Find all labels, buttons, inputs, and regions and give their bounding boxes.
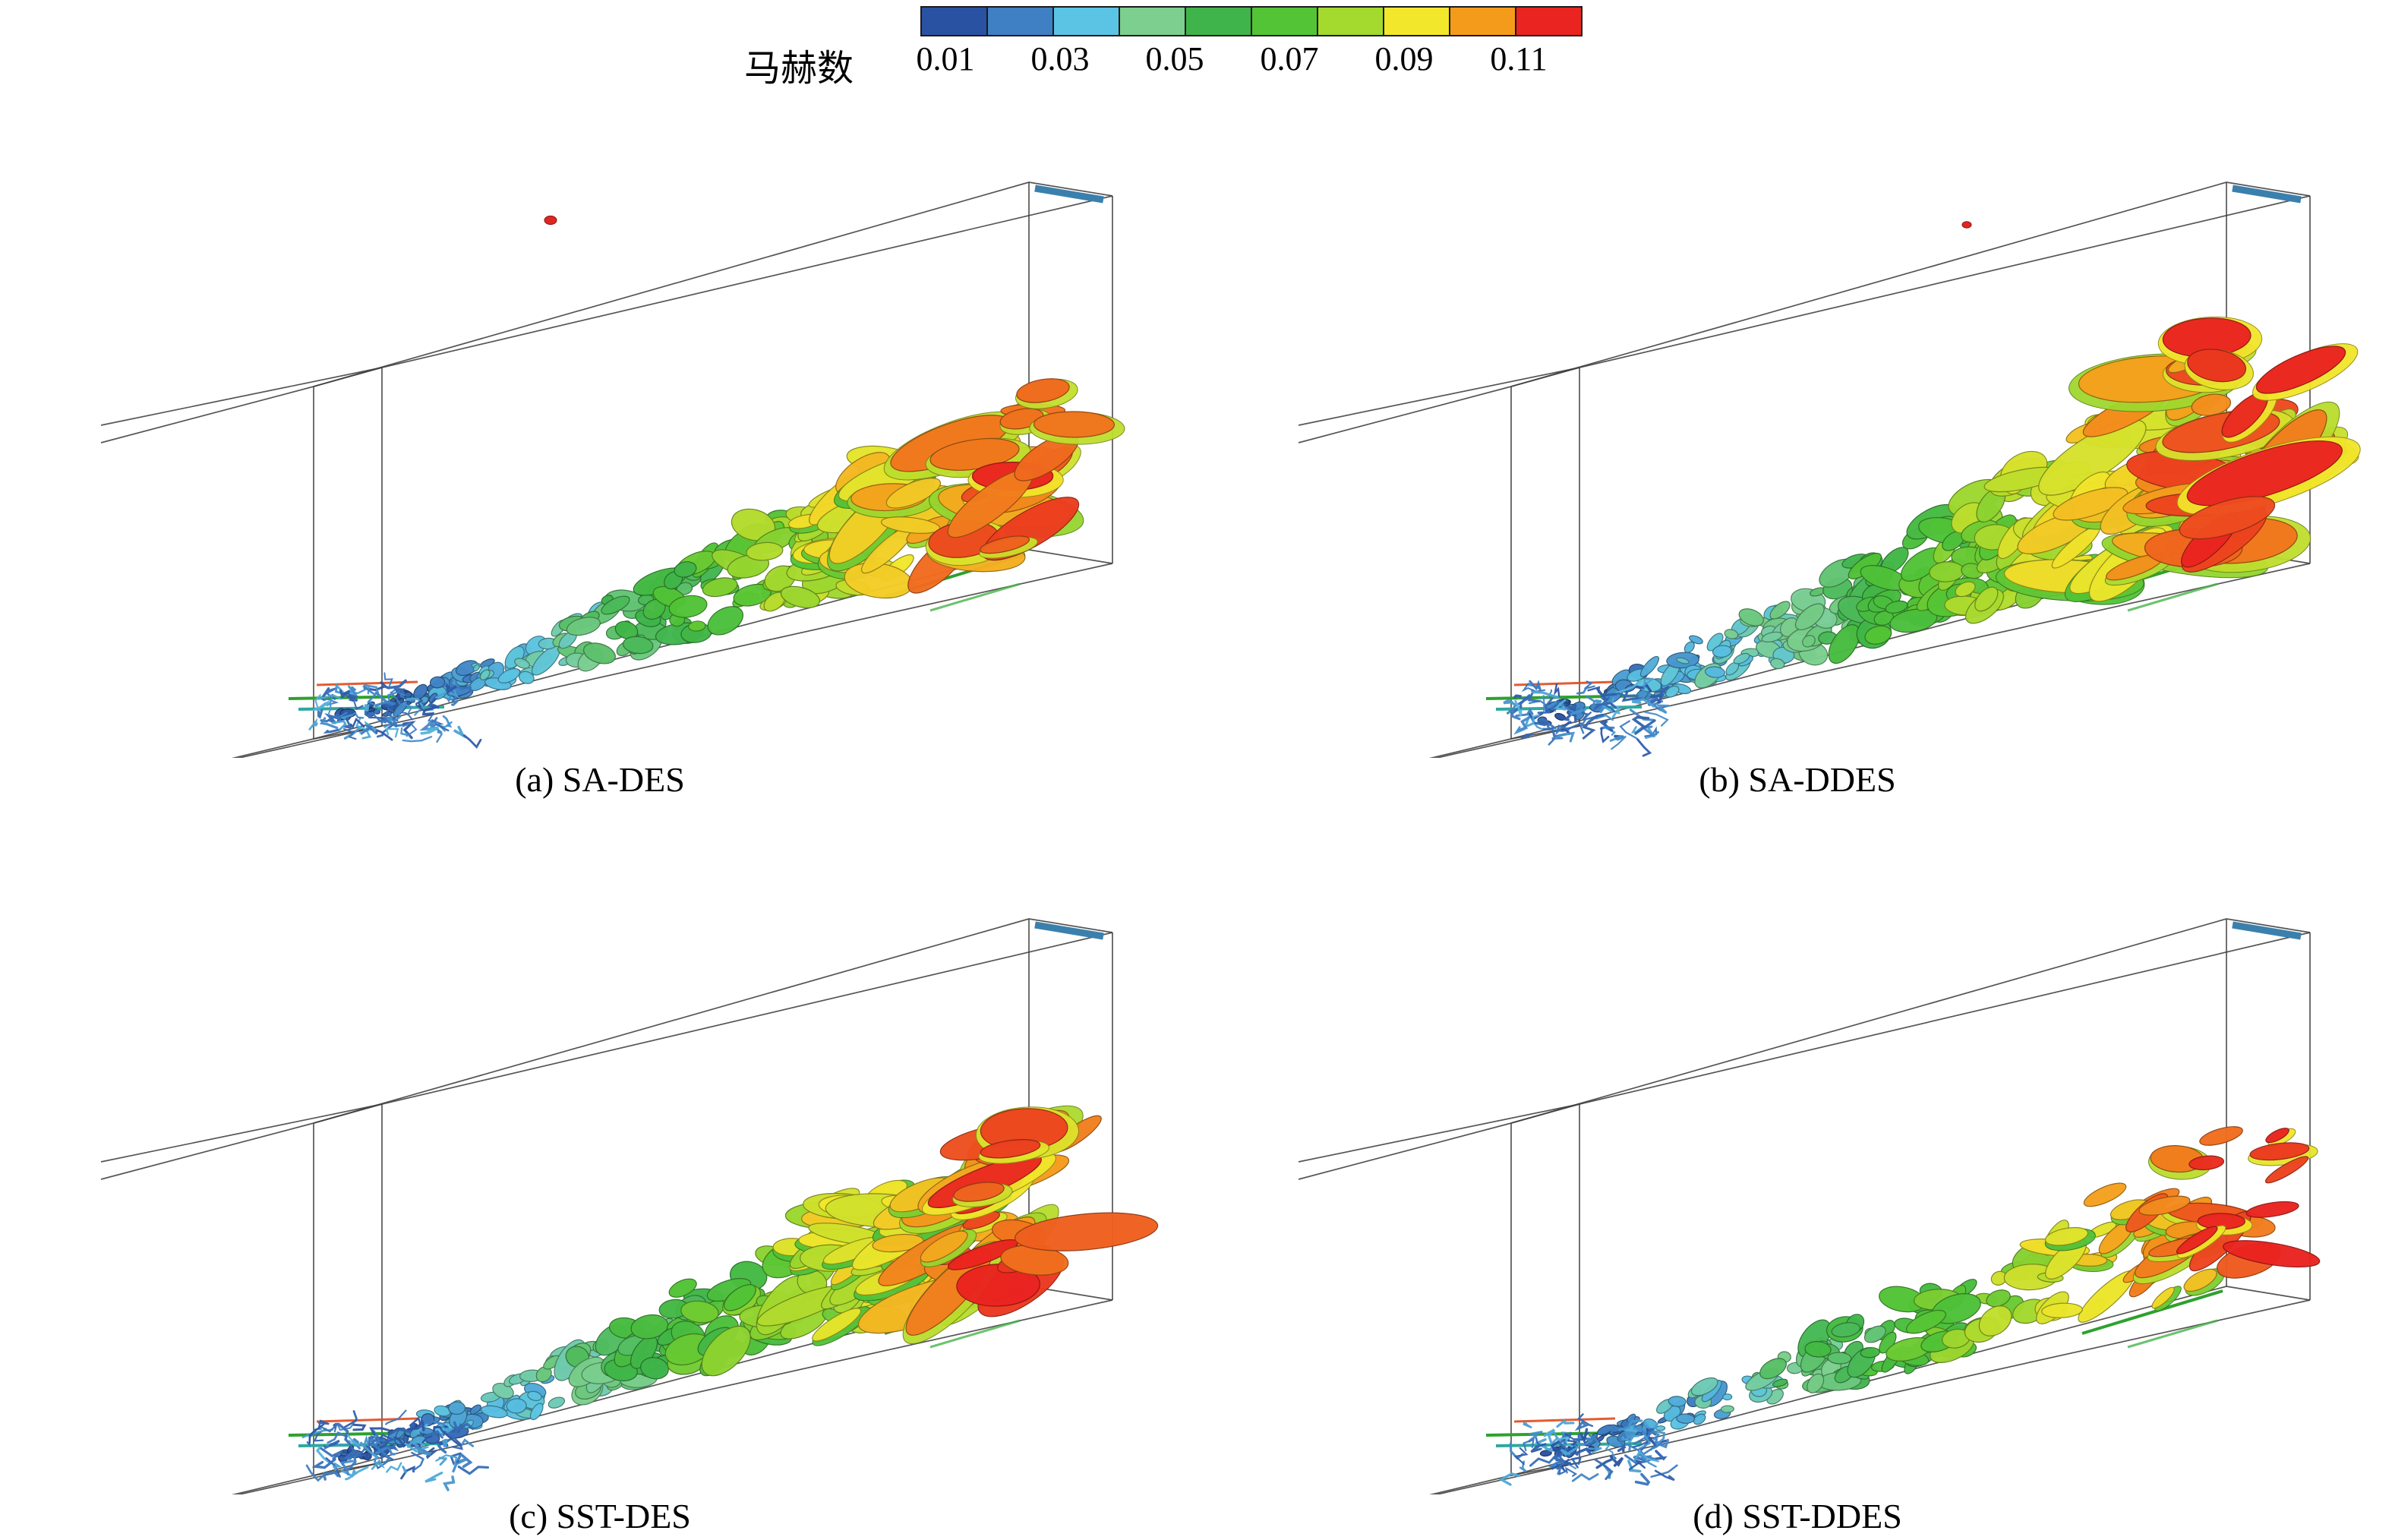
- mach-tick-marker: [2232, 185, 2302, 204]
- inlet-turbulence: [301, 1409, 490, 1491]
- inlet-turbulence: [1503, 677, 1670, 757]
- inlet-turbulence: [1498, 1413, 1678, 1486]
- vortex-scene-c: [34, 834, 1166, 1494]
- colorbar-segment: [1318, 8, 1384, 35]
- panel-sst-ddes: (d) SST-DDES: [1232, 834, 2363, 1536]
- vortex-scene-b: [1232, 97, 2363, 758]
- colorbar-segment: [1252, 8, 1318, 35]
- vortex-structures: [338, 1105, 1159, 1463]
- panel-caption-b: (b) SA-DDES: [1699, 760, 1896, 799]
- shear-sheet-lines: [2081, 1289, 2223, 1349]
- vortex-structures: [1539, 1126, 2321, 1459]
- colorbar: [920, 6, 1583, 36]
- colorbar-tick: 0.01: [916, 40, 975, 77]
- inlet-turbulence: [308, 672, 482, 749]
- panel-caption-a: (a) SA-DES: [515, 760, 685, 799]
- panel-sa-des: (a) SA-DES: [34, 97, 1166, 800]
- detached-vortex-speck: [544, 215, 557, 226]
- colorbar-segment: [1516, 8, 1581, 35]
- vortex-structures: [334, 215, 1125, 723]
- panel-sst-des: (c) SST-DES: [34, 834, 1166, 1536]
- colorbar-segment: [988, 8, 1054, 35]
- vortex-structures: [1537, 221, 2361, 726]
- mach-tick-marker: [1034, 185, 1104, 204]
- panel-caption-c: (c) SST-DES: [509, 1497, 691, 1535]
- colorbar-tick: 0.03: [1030, 40, 1090, 77]
- colorbar-ticks: 0.01 0.03 0.05 0.07 0.09 0.11: [916, 39, 1583, 79]
- colorbar-segment: [1120, 8, 1186, 35]
- mach-tick-marker: [1034, 921, 1104, 940]
- colorbar-tick: 0.07: [1260, 40, 1319, 77]
- colorbar-tick: 0.11: [1490, 40, 1548, 77]
- colorbar-segment: [922, 8, 988, 35]
- colorbar-segment: [1054, 8, 1120, 35]
- panel-sa-ddes: (b) SA-DDES: [1232, 97, 2363, 800]
- colorbar-tick: 0.09: [1374, 40, 1434, 77]
- detached-vortex-speck: [1961, 221, 1972, 229]
- colorbar-label: 马赫数: [744, 49, 854, 89]
- mach-tick-marker: [2232, 921, 2302, 940]
- vortex-scene-d: [1232, 834, 2363, 1494]
- colorbar-segment: [1384, 8, 1450, 35]
- colorbar-segment: [1450, 8, 1516, 35]
- colorbar-tick: 0.05: [1145, 40, 1204, 77]
- panel-caption-d: (d) SST-DDES: [1693, 1497, 1902, 1535]
- vortex-scene-a: [34, 97, 1166, 758]
- colorbar-segment: [1186, 8, 1252, 35]
